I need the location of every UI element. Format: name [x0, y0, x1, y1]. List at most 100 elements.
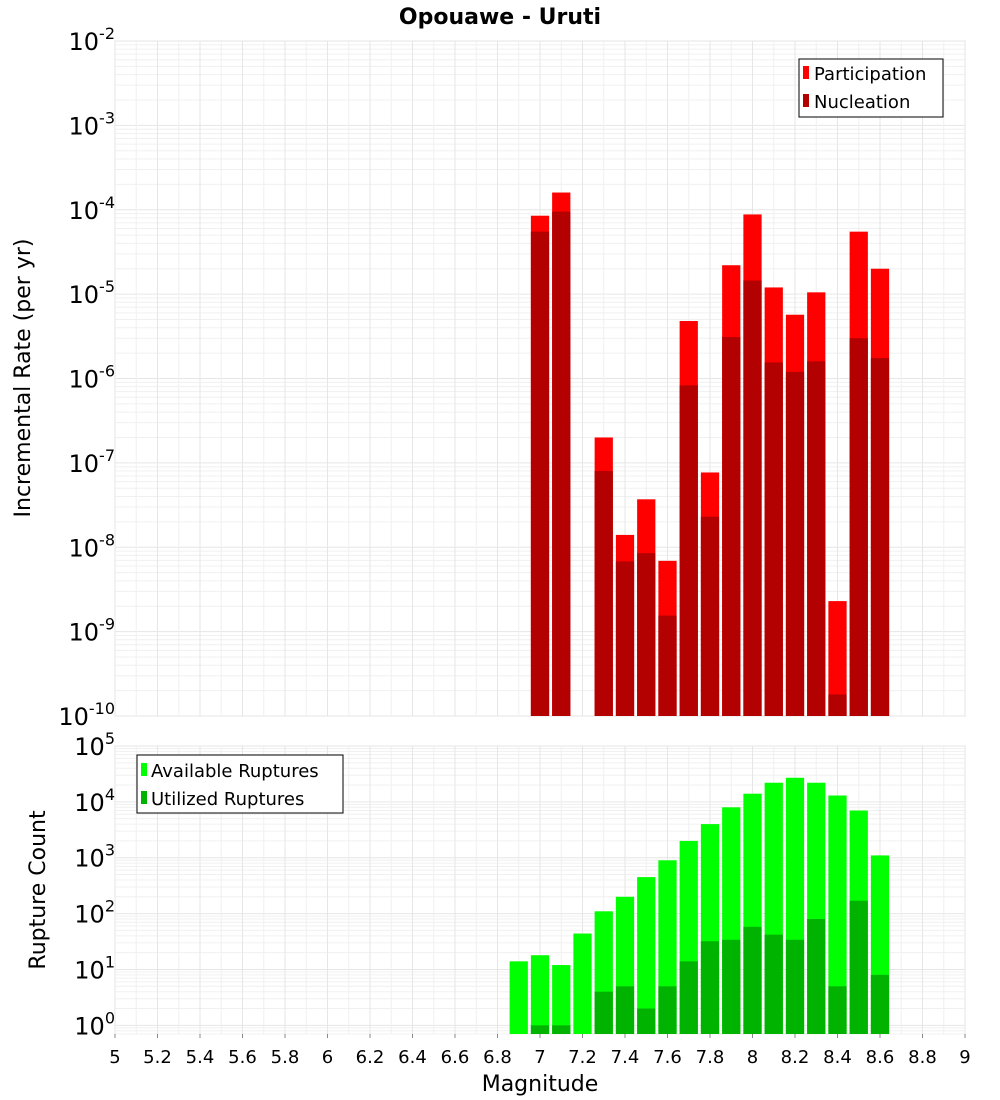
- count-bar-available-ruptures: [573, 933, 592, 1034]
- x-tick-label: 8.8: [908, 1047, 937, 1068]
- count-bar-utilized-ruptures: [615, 986, 635, 1034]
- x-tick-label: 5.2: [143, 1047, 172, 1068]
- count-bar-utilized-ruptures: [870, 974, 890, 1034]
- rate-y-tick-label: 10-2: [69, 24, 116, 56]
- rate-bar-nucleation: [785, 371, 805, 716]
- count-bar-utilized-ruptures: [849, 900, 868, 1034]
- count-bar-utilized-ruptures: [658, 986, 677, 1034]
- x-tick-label: 8: [747, 1047, 758, 1068]
- x-tick-label: 6.6: [441, 1047, 470, 1068]
- count-bar-available-ruptures: [530, 955, 550, 1034]
- x-tick-label: 7.6: [653, 1047, 682, 1068]
- x-tick-label: 5: [109, 1047, 120, 1068]
- rate-y-tick-label: 10-10: [58, 699, 115, 731]
- count-bar-utilized-ruptures: [785, 939, 805, 1034]
- rate-bar-nucleation: [658, 615, 677, 716]
- rate-bar-nucleation: [828, 694, 847, 716]
- x-tick-label: 8.2: [781, 1047, 810, 1068]
- legend-swatch-utilized: [141, 791, 147, 804]
- x-tick-label: 7.2: [568, 1047, 597, 1068]
- legend-swatch-participation: [803, 66, 809, 79]
- x-tick-label: 9: [959, 1047, 970, 1068]
- legend-label-participation: Participation: [814, 64, 926, 85]
- count-bar-utilized-ruptures: [594, 991, 613, 1034]
- rate-y-ticks: 10-10 10-9 10-8 10-7 10-6 10-5 10-4 10-3 10-2: [58, 24, 115, 731]
- chart-title: Opouawe - Uruti: [399, 5, 601, 30]
- count-bar-utilized-ruptures: [722, 939, 741, 1034]
- x-tick-label: 5.4: [186, 1047, 215, 1068]
- rate-panel: 10-10 10-9 10-8 10-7 10-6 10-5 10-4 10-3 10-2 In…: [11, 24, 966, 731]
- rate-y-tick-label: 10-8: [69, 530, 116, 562]
- count-y-ticks: 100 101 102 103 104 105: [74, 729, 115, 1040]
- count-bar-utilized-ruptures: [828, 986, 847, 1034]
- count-bar-available-ruptures: [509, 961, 528, 1034]
- x-tick-label: 6.2: [356, 1047, 385, 1068]
- legend-swatch-nucleation: [803, 94, 809, 107]
- count-bar-available-ruptures: [637, 877, 656, 1034]
- x-tick-label: 6.4: [398, 1047, 427, 1068]
- rate-y-tick-label: 10-9: [69, 615, 116, 647]
- legend-label-available: Available Ruptures: [151, 761, 319, 782]
- count-bar-available-ruptures: [828, 795, 847, 1034]
- rate-bar-nucleation: [552, 211, 571, 716]
- rate-bar-participation: [828, 601, 847, 716]
- count-bar-utilized-ruptures: [679, 961, 698, 1034]
- rate-bar-nucleation: [700, 516, 720, 716]
- rate-y-axis-label: Incremental Rate (per yr): [11, 239, 36, 518]
- x-ticks: 5 5.2 5.4 5.6 5.8 6 6.2 6.4 6.6 6.8 7 7.2 7.4 7.6 7.8 8…: [109, 1034, 971, 1068]
- x-tick-label: 5.6: [228, 1047, 257, 1068]
- rate-legend: Participation Nucleation: [798, 58, 944, 118]
- count-y-tick-label: 104: [74, 785, 115, 817]
- rate-bar-nucleation: [530, 231, 550, 716]
- count-bar-utilized-ruptures: [637, 1008, 656, 1034]
- x-tick-label: 8.4: [823, 1047, 852, 1068]
- legend-swatch-available: [141, 763, 147, 776]
- x-tick-label: 8.6: [866, 1047, 895, 1068]
- count-bars: [509, 777, 890, 1034]
- count-bar-utilized-ruptures: [552, 1025, 571, 1034]
- count-bar-utilized-ruptures: [743, 926, 762, 1034]
- rate-bar-nucleation: [679, 385, 698, 716]
- rate-y-tick-label: 10-5: [69, 277, 116, 309]
- x-tick-label: 6.8: [483, 1047, 512, 1068]
- rate-y-tick-label: 10-4: [69, 193, 116, 225]
- rate-bar-nucleation: [637, 553, 656, 716]
- count-legend-box: [136, 754, 344, 814]
- count-y-tick-label: 105: [74, 729, 115, 761]
- rate-bar-nucleation: [615, 561, 635, 716]
- count-legend: Available Ruptures Utilized Ruptures: [136, 754, 344, 814]
- count-bar-utilized-ruptures: [764, 934, 783, 1034]
- x-tick-label: 5.8: [271, 1047, 300, 1068]
- rate-bar-nucleation: [807, 361, 826, 716]
- rate-y-tick-label: 10-3: [69, 108, 116, 140]
- rate-bar-nucleation: [743, 280, 762, 716]
- rate-bar-nucleation: [870, 357, 890, 716]
- legend-label-nucleation: Nucleation: [814, 92, 910, 113]
- count-y-tick-label: 102: [74, 897, 115, 929]
- rate-bar-nucleation: [722, 337, 741, 716]
- x-tick-label: 7.4: [611, 1047, 640, 1068]
- rate-bar-nucleation: [594, 471, 613, 716]
- rate-bar-nucleation: [849, 338, 868, 716]
- rate-legend-box: [798, 58, 944, 118]
- rate-bar-nucleation: [764, 362, 783, 716]
- x-tick-label: 7.8: [696, 1047, 725, 1068]
- count-y-tick-label: 103: [74, 841, 115, 873]
- count-bar-available-ruptures: [552, 965, 571, 1034]
- count-bar-utilized-ruptures: [807, 919, 826, 1034]
- count-panel: 100 101 102 103 104 105 5 5.2 5.4 5.6 5.8 6 6.2 6.4 6…: [26, 729, 971, 1097]
- count-y-tick-label: 100: [74, 1008, 115, 1040]
- rate-y-tick-label: 10-7: [69, 446, 116, 478]
- x-axis-label: Magnitude: [482, 1072, 599, 1097]
- rate-y-tick-label: 10-6: [69, 362, 116, 394]
- count-bar-utilized-ruptures: [530, 1025, 550, 1034]
- legend-label-utilized: Utilized Ruptures: [151, 789, 304, 810]
- count-y-tick-label: 101: [74, 952, 115, 984]
- count-y-axis-label: Rupture Count: [26, 810, 51, 970]
- x-tick-label: 6: [322, 1047, 333, 1068]
- count-bar-utilized-ruptures: [700, 941, 720, 1034]
- x-tick-label: 7: [534, 1047, 545, 1068]
- rate-bars: [530, 192, 890, 717]
